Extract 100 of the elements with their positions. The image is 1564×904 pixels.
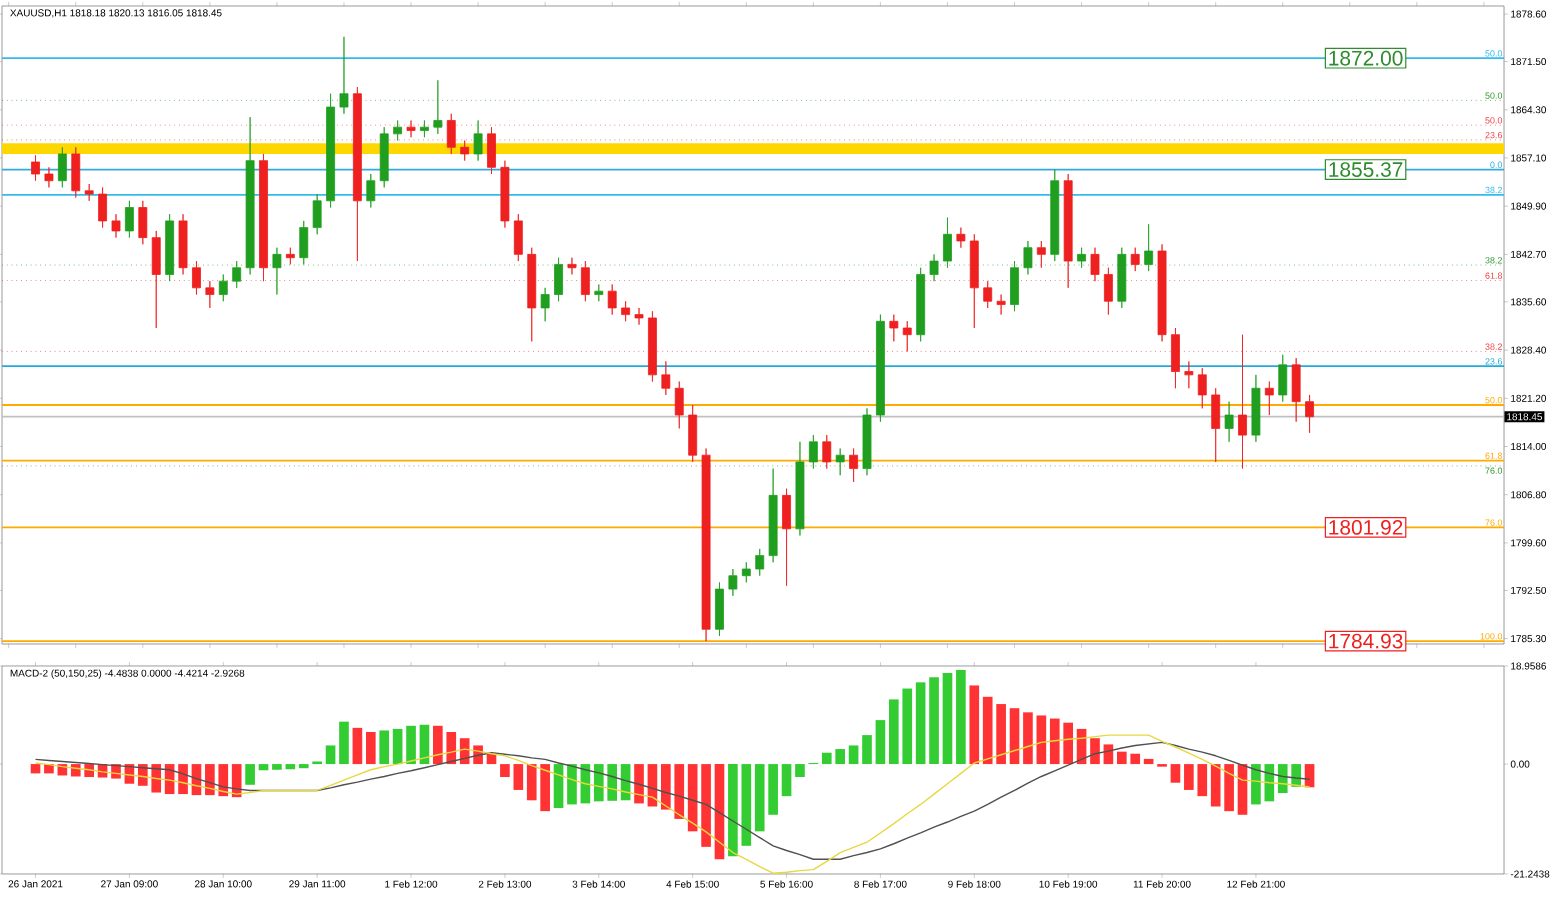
candlestick [782, 488, 791, 587]
candlestick [1010, 260, 1019, 312]
candlestick [433, 79, 443, 135]
candlestick [956, 227, 966, 249]
candlestick [1291, 357, 1301, 423]
bar [1023, 712, 1033, 765]
bar [795, 764, 805, 778]
bar [392, 728, 403, 765]
candlestick [138, 200, 148, 245]
bar [1009, 708, 1020, 765]
candlestick [1251, 374, 1261, 443]
bar [875, 720, 886, 765]
candlestick [795, 441, 805, 536]
candlestick [1264, 381, 1274, 416]
bar [1036, 715, 1047, 765]
candlestick [178, 213, 188, 275]
candlestick [822, 434, 832, 469]
bar [365, 732, 376, 765]
candlestick [808, 434, 818, 469]
bar [929, 677, 939, 765]
candlestick [165, 213, 175, 282]
candlestick [835, 448, 845, 476]
candlestick [44, 166, 54, 188]
candlestick [594, 284, 604, 302]
bar [178, 764, 188, 795]
candlestick [98, 187, 107, 228]
candlestick [31, 154, 40, 182]
bar [701, 764, 711, 847]
candlestick [969, 233, 979, 329]
candlestick [352, 86, 362, 262]
candlestick [192, 260, 201, 295]
candlestick [540, 287, 550, 322]
candlestick [1211, 387, 1221, 463]
bar [325, 745, 336, 765]
candlestick [446, 113, 456, 155]
bar [1251, 764, 1261, 805]
candlestick [567, 257, 577, 275]
bar [781, 764, 792, 797]
candlestick [728, 568, 738, 597]
bar [245, 764, 255, 785]
candlestick [1023, 240, 1033, 275]
candlestick [902, 320, 912, 352]
candlestick [339, 36, 349, 115]
candlestick [326, 93, 335, 208]
ref-line-label: 1784.93 [1329, 633, 1403, 649]
candlestick [755, 548, 765, 577]
candlestick [84, 183, 94, 202]
candlestick [259, 153, 268, 282]
candlestick [500, 160, 510, 228]
candlestick [1238, 334, 1247, 469]
candlestick [715, 582, 724, 637]
bar [1143, 758, 1154, 765]
candlestick [929, 253, 939, 282]
candlestick [768, 468, 778, 563]
bar [231, 764, 242, 798]
bar [272, 764, 282, 770]
ref-line-label: 1855.37 [1329, 162, 1403, 177]
candlestick [889, 314, 899, 342]
candlestick [849, 448, 859, 483]
candlestick [218, 274, 228, 302]
candlestick [420, 120, 429, 138]
bar [567, 764, 577, 805]
ref-line-label: 1872.00 [1329, 50, 1403, 66]
candlestick [634, 307, 644, 326]
candlestick [862, 407, 872, 476]
candlestick [111, 213, 121, 239]
candlestick [527, 247, 537, 342]
candlestick [621, 300, 631, 322]
candlestick [688, 404, 698, 463]
bar [258, 764, 269, 771]
candlestick [943, 217, 952, 269]
candlestick [1036, 240, 1046, 269]
candlestick [1278, 354, 1288, 403]
candlestick [1117, 247, 1127, 309]
candlestick [1171, 327, 1180, 389]
candlestick [1090, 247, 1100, 282]
candlestick [205, 280, 215, 309]
candlestick [473, 120, 483, 162]
candlestick [1224, 401, 1234, 443]
candlestick [71, 146, 81, 198]
bar [379, 730, 390, 765]
bar [339, 721, 349, 765]
bar [1170, 764, 1181, 783]
candlestick [674, 381, 684, 429]
candlestick [460, 140, 470, 162]
bar [406, 725, 416, 765]
candlestick [406, 120, 416, 138]
candlestick [1184, 361, 1194, 389]
candlestick [1063, 173, 1073, 289]
candlestick [554, 257, 563, 302]
candlestick [648, 310, 657, 382]
candlestick [1305, 394, 1314, 434]
candlestick [57, 146, 67, 188]
bar [969, 685, 980, 765]
bar [848, 745, 859, 765]
candlestick [1077, 247, 1086, 269]
candlestick [580, 260, 590, 302]
candlestick [299, 220, 309, 265]
candlestick [124, 200, 134, 239]
candlestick [983, 280, 993, 309]
